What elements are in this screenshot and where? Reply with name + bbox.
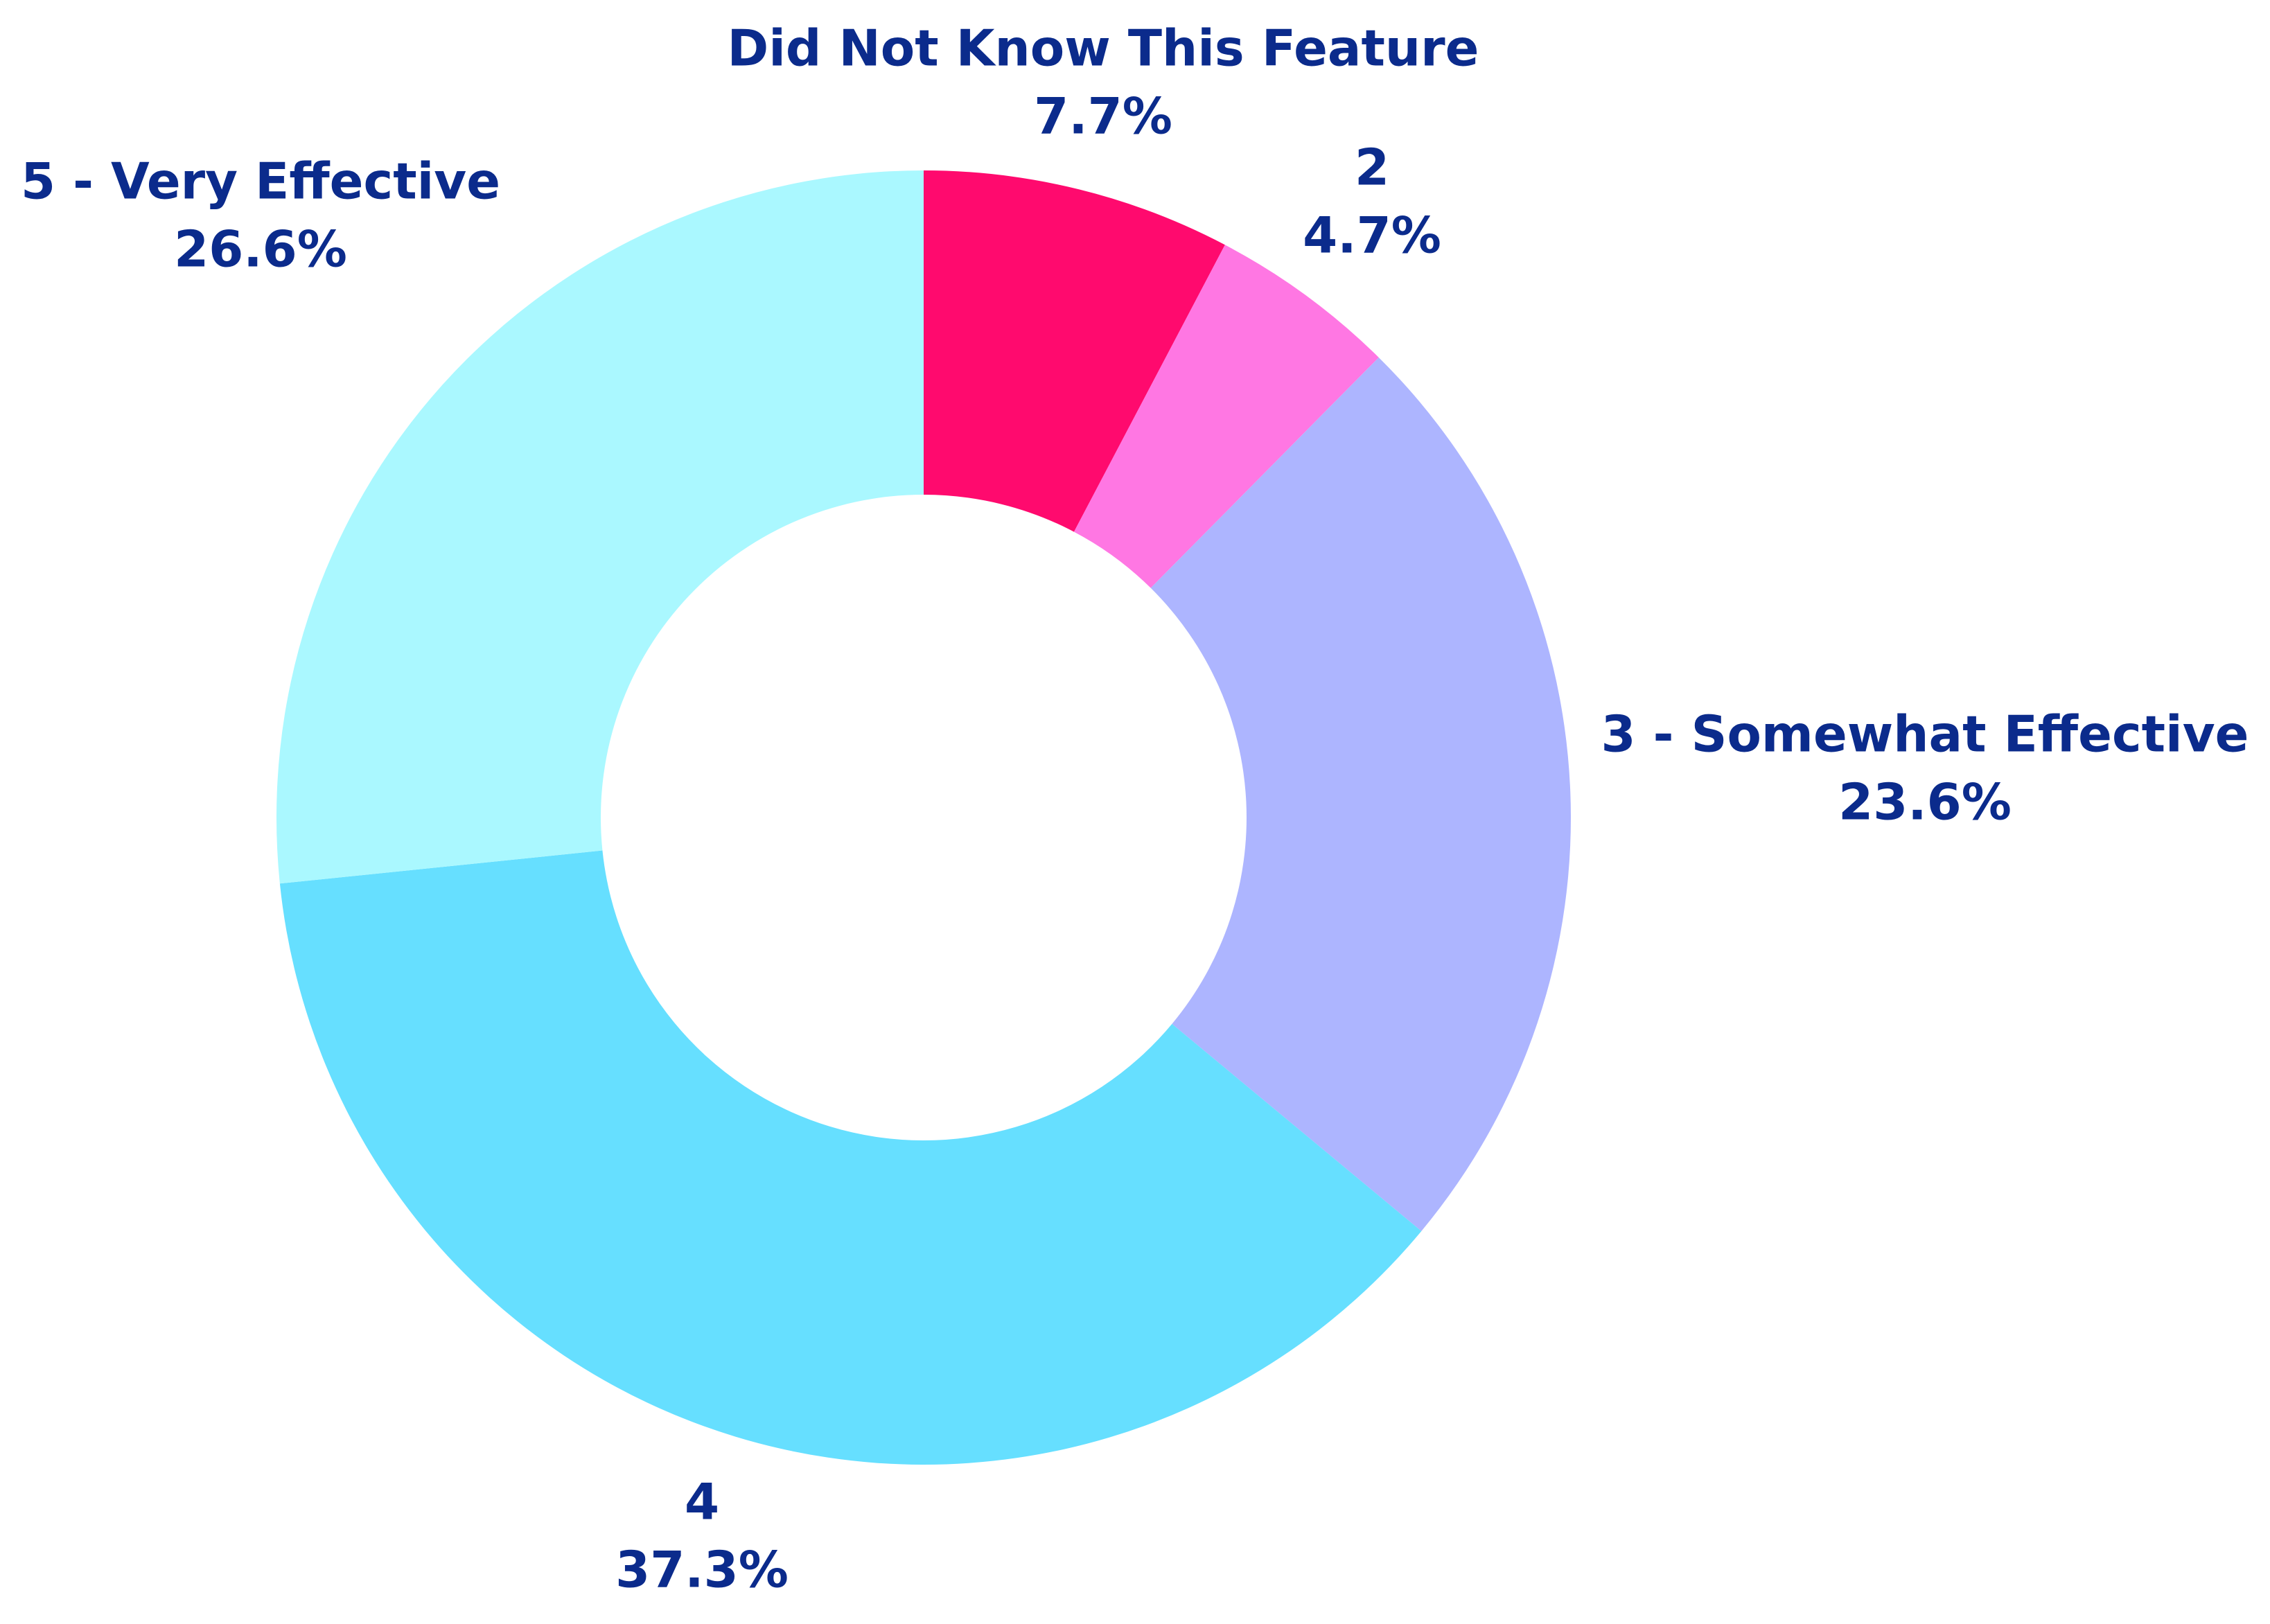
slice-value-label: 4.7% (1303, 206, 1441, 265)
slice-value-label: 23.6% (1838, 773, 2012, 831)
slice-label: 3 - Somewhat Effective (1601, 705, 2249, 764)
donut-slice (1073, 245, 1379, 588)
slice-label: 5 - Very Effective (21, 152, 500, 211)
donut-slice (276, 170, 924, 884)
donut-slice (279, 850, 1422, 1465)
slice-value-label: 7.7% (1034, 87, 1172, 145)
donut-slice (924, 170, 1225, 532)
slice-label: 2 (1355, 139, 1389, 197)
donut-slice (1150, 357, 1571, 1231)
slice-value-label: 26.6% (174, 220, 347, 279)
slice-value-label: 37.3% (615, 1541, 789, 1599)
slice-label: 4 (685, 1473, 719, 1531)
slice-label: Did Not Know This Feature (727, 19, 1479, 78)
